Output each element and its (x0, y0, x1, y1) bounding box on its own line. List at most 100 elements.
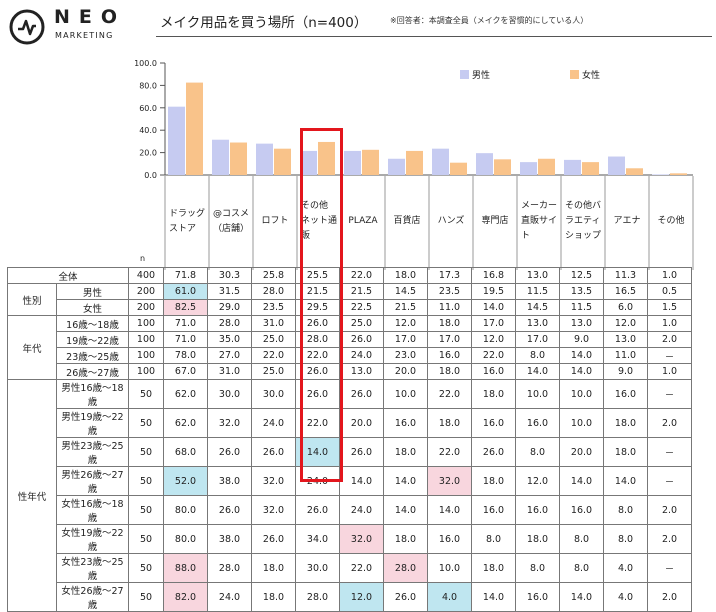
row-label: 男性 (56, 283, 129, 300)
cell-value: 2.0 (647, 582, 692, 612)
bar-female (494, 159, 511, 175)
cell-value: 27.0 (207, 347, 252, 364)
table-row: 女性 200 82.5 29.0 23.5 29.5 22.5 21.5 11.0 14.0 14.… (8, 299, 692, 316)
cell-value: 25.8 (251, 267, 296, 284)
row-label: 全体 (7, 267, 129, 284)
cell-value: 16.0 (427, 347, 472, 364)
cell-value: 16.0 (515, 582, 560, 612)
table-row: 女性23歳～25歳 50 88.0 28.0 18.0 30.0 22.0 28.0 10.0 1… (8, 553, 692, 583)
cell-value: 71.8 (163, 267, 208, 284)
bar-female (186, 82, 203, 175)
cell-value: 14.0 (559, 363, 604, 380)
neo-marketing-logo: NEO MARKETING (4, 4, 154, 46)
bar-male (652, 174, 669, 175)
table-row: 男性23歳～25歳 50 68.0 26.0 26.0 14.0 26.0 18.0 22.0 2… (8, 437, 692, 467)
cell-value: 17.0 (515, 331, 560, 348)
cell-value: 12.0 (471, 331, 516, 348)
cell-value: 16.0 (559, 495, 604, 525)
cell-value: 8.0 (471, 524, 516, 554)
cell-value: 11.0 (603, 347, 648, 364)
column-header-label: アエナ (613, 216, 641, 226)
group-label: 性年代 (7, 379, 57, 612)
cell-value: 32.0 (251, 466, 296, 496)
column-header: ハンズ (429, 176, 473, 267)
cell-value: 25.0 (251, 363, 296, 380)
bar-female (626, 168, 643, 175)
cell-value: 8.0 (603, 524, 648, 554)
cell-value: 18.0 (383, 437, 428, 467)
row-n: 50 (128, 379, 164, 409)
bar-female (406, 150, 423, 175)
cell-value: 17.0 (427, 331, 472, 348)
cell-value: 22.0 (295, 408, 340, 438)
cell-value: 4.0 (603, 553, 648, 583)
cell-value: 22.0 (427, 379, 472, 409)
bar-female (450, 162, 467, 175)
y-tick-label: 100.0 (134, 59, 157, 68)
column-header: アエナ (605, 176, 649, 267)
cell-value: 23.0 (383, 347, 428, 364)
row-n: 200 (128, 283, 164, 300)
cell-value: 8.0 (559, 553, 604, 583)
row-label: 女性16歳～18歳 (56, 495, 129, 525)
cell-value: 19.5 (471, 283, 516, 300)
row-label: 女性 (56, 299, 129, 316)
row-n: 50 (128, 437, 164, 467)
row-label: 男性26歳～27歳 (56, 466, 129, 496)
y-tick-label: 20.0 (139, 149, 157, 158)
bar-female (362, 149, 379, 175)
logo-name: NEO (54, 6, 127, 28)
logo-circle-icon (9, 9, 45, 45)
cell-value: 26.0 (207, 437, 252, 467)
column-header-label: ロフト (261, 216, 289, 226)
row-label: 女性23歳～25歳 (56, 553, 129, 583)
cell-value: 18.0 (383, 524, 428, 554)
cell-value: 16.0 (471, 363, 516, 380)
legend-male-label: 男性 (472, 71, 491, 81)
cell-value: 22.5 (339, 299, 384, 316)
cell-value: 35.0 (207, 331, 252, 348)
cell-value: 80.0 (163, 495, 208, 525)
legend-male-swatch (460, 70, 469, 79)
cell-value: 23.5 (427, 283, 472, 300)
row-label: 男性23歳～25歳 (56, 437, 129, 467)
cell-value: 13.0 (515, 267, 560, 284)
cell-value: 34.0 (295, 524, 340, 554)
cell-value: 16.8 (471, 267, 516, 284)
row-label: 男性16歳～18歳 (56, 379, 129, 409)
cell-value: 71.0 (163, 315, 208, 332)
cell-value: 17.3 (427, 267, 472, 284)
cell-value: 24.0 (339, 347, 384, 364)
bar-chart: 100.0 80.0 60.0 40.0 20.0 0.0 (134, 59, 694, 270)
cell-value: 18.0 (251, 553, 296, 583)
cell-value: 20.0 (339, 408, 384, 438)
cell-value: 11.5 (515, 283, 560, 300)
cell-value: 8.0 (515, 553, 560, 583)
cell-value: 12.0 (339, 582, 384, 612)
bar-female (274, 148, 291, 175)
cell-value: 31.0 (251, 315, 296, 332)
cell-value: 18.0 (427, 363, 472, 380)
cell-value: 12.0 (603, 315, 648, 332)
cell-value: 18.0 (427, 315, 472, 332)
data-table: 全体 400 71.8 30.3 25.8 25.5 22.0 18.0 17.3 16.8 13.… (7, 267, 692, 612)
cell-value: 8.0 (559, 524, 604, 554)
cell-value: 23.5 (251, 299, 296, 316)
cell-value: 10.0 (559, 379, 604, 409)
cell-value: 24.0 (207, 582, 252, 612)
column-header-label: その他 (657, 216, 685, 226)
cell-value: 14.0 (515, 363, 560, 380)
column-header-label: 百貨店 (393, 216, 421, 226)
cell-value: 9.0 (603, 363, 648, 380)
column-header: その他バ ラエティ ショップ (561, 176, 605, 267)
cell-value: 1.0 (647, 315, 692, 332)
cell-value: 28.0 (295, 582, 340, 612)
cell-value: 17.0 (383, 331, 428, 348)
cell-value: 62.0 (163, 379, 208, 409)
cell-value: 1.0 (647, 363, 692, 380)
cell-value: 18.0 (251, 582, 296, 612)
cell-value: 26.0 (251, 437, 296, 467)
cell-value: 71.0 (163, 331, 208, 348)
cell-value: 16.0 (515, 495, 560, 525)
cell-value: 29.5 (295, 299, 340, 316)
